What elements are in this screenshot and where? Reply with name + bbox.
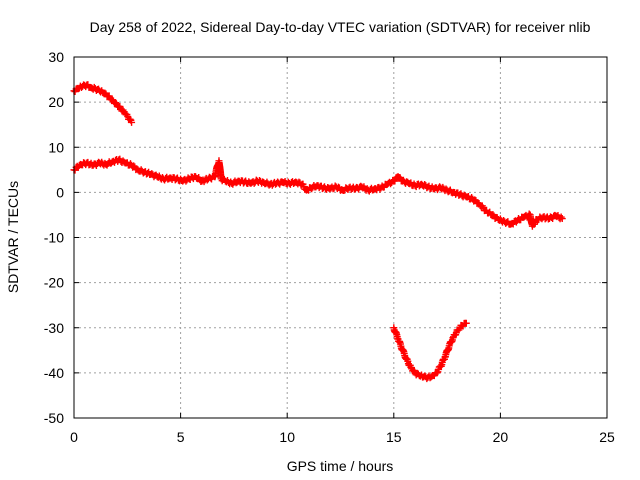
x-tick-label: 15	[386, 429, 402, 445]
y-tick-label: 20	[48, 94, 64, 110]
chart-title: Day 258 of 2022, Sidereal Day-to-day VTE…	[90, 19, 591, 35]
data-point	[462, 319, 470, 327]
y-tick-label: -40	[44, 365, 64, 381]
x-axis-label: GPS time / hours	[287, 458, 394, 474]
data-point-fill	[391, 177, 399, 185]
x-tick-label: 10	[279, 429, 295, 445]
x-tick-label: 20	[493, 429, 509, 445]
data-point-fill	[130, 162, 138, 170]
data-point-fill	[101, 89, 109, 97]
y-tick-label: -10	[44, 230, 64, 246]
y-tick-label: -20	[44, 275, 64, 291]
data-point-fill	[557, 213, 565, 221]
data-point	[128, 118, 136, 126]
data-point-fill	[471, 196, 479, 204]
x-tick-label: 5	[177, 429, 185, 445]
x-tick-label: 25	[599, 429, 615, 445]
y-axis-label: SDTVAR / TECUs	[5, 181, 21, 293]
data-point	[558, 215, 566, 223]
y-tick-label: 0	[56, 184, 64, 200]
axis-ticks: 0 5 10 15 20 25 -50 -40 -30 -20 -10 0 10 20 30	[44, 49, 615, 445]
y-tick-label: 30	[48, 49, 64, 65]
y-tick-label: -30	[44, 320, 64, 336]
data-points	[70, 81, 566, 383]
data-point-fill	[433, 369, 441, 377]
x-tick-label: 0	[70, 429, 78, 445]
y-tick-label: 10	[48, 139, 64, 155]
data-point-fill	[126, 115, 134, 123]
y-tick-label: -50	[44, 410, 64, 426]
